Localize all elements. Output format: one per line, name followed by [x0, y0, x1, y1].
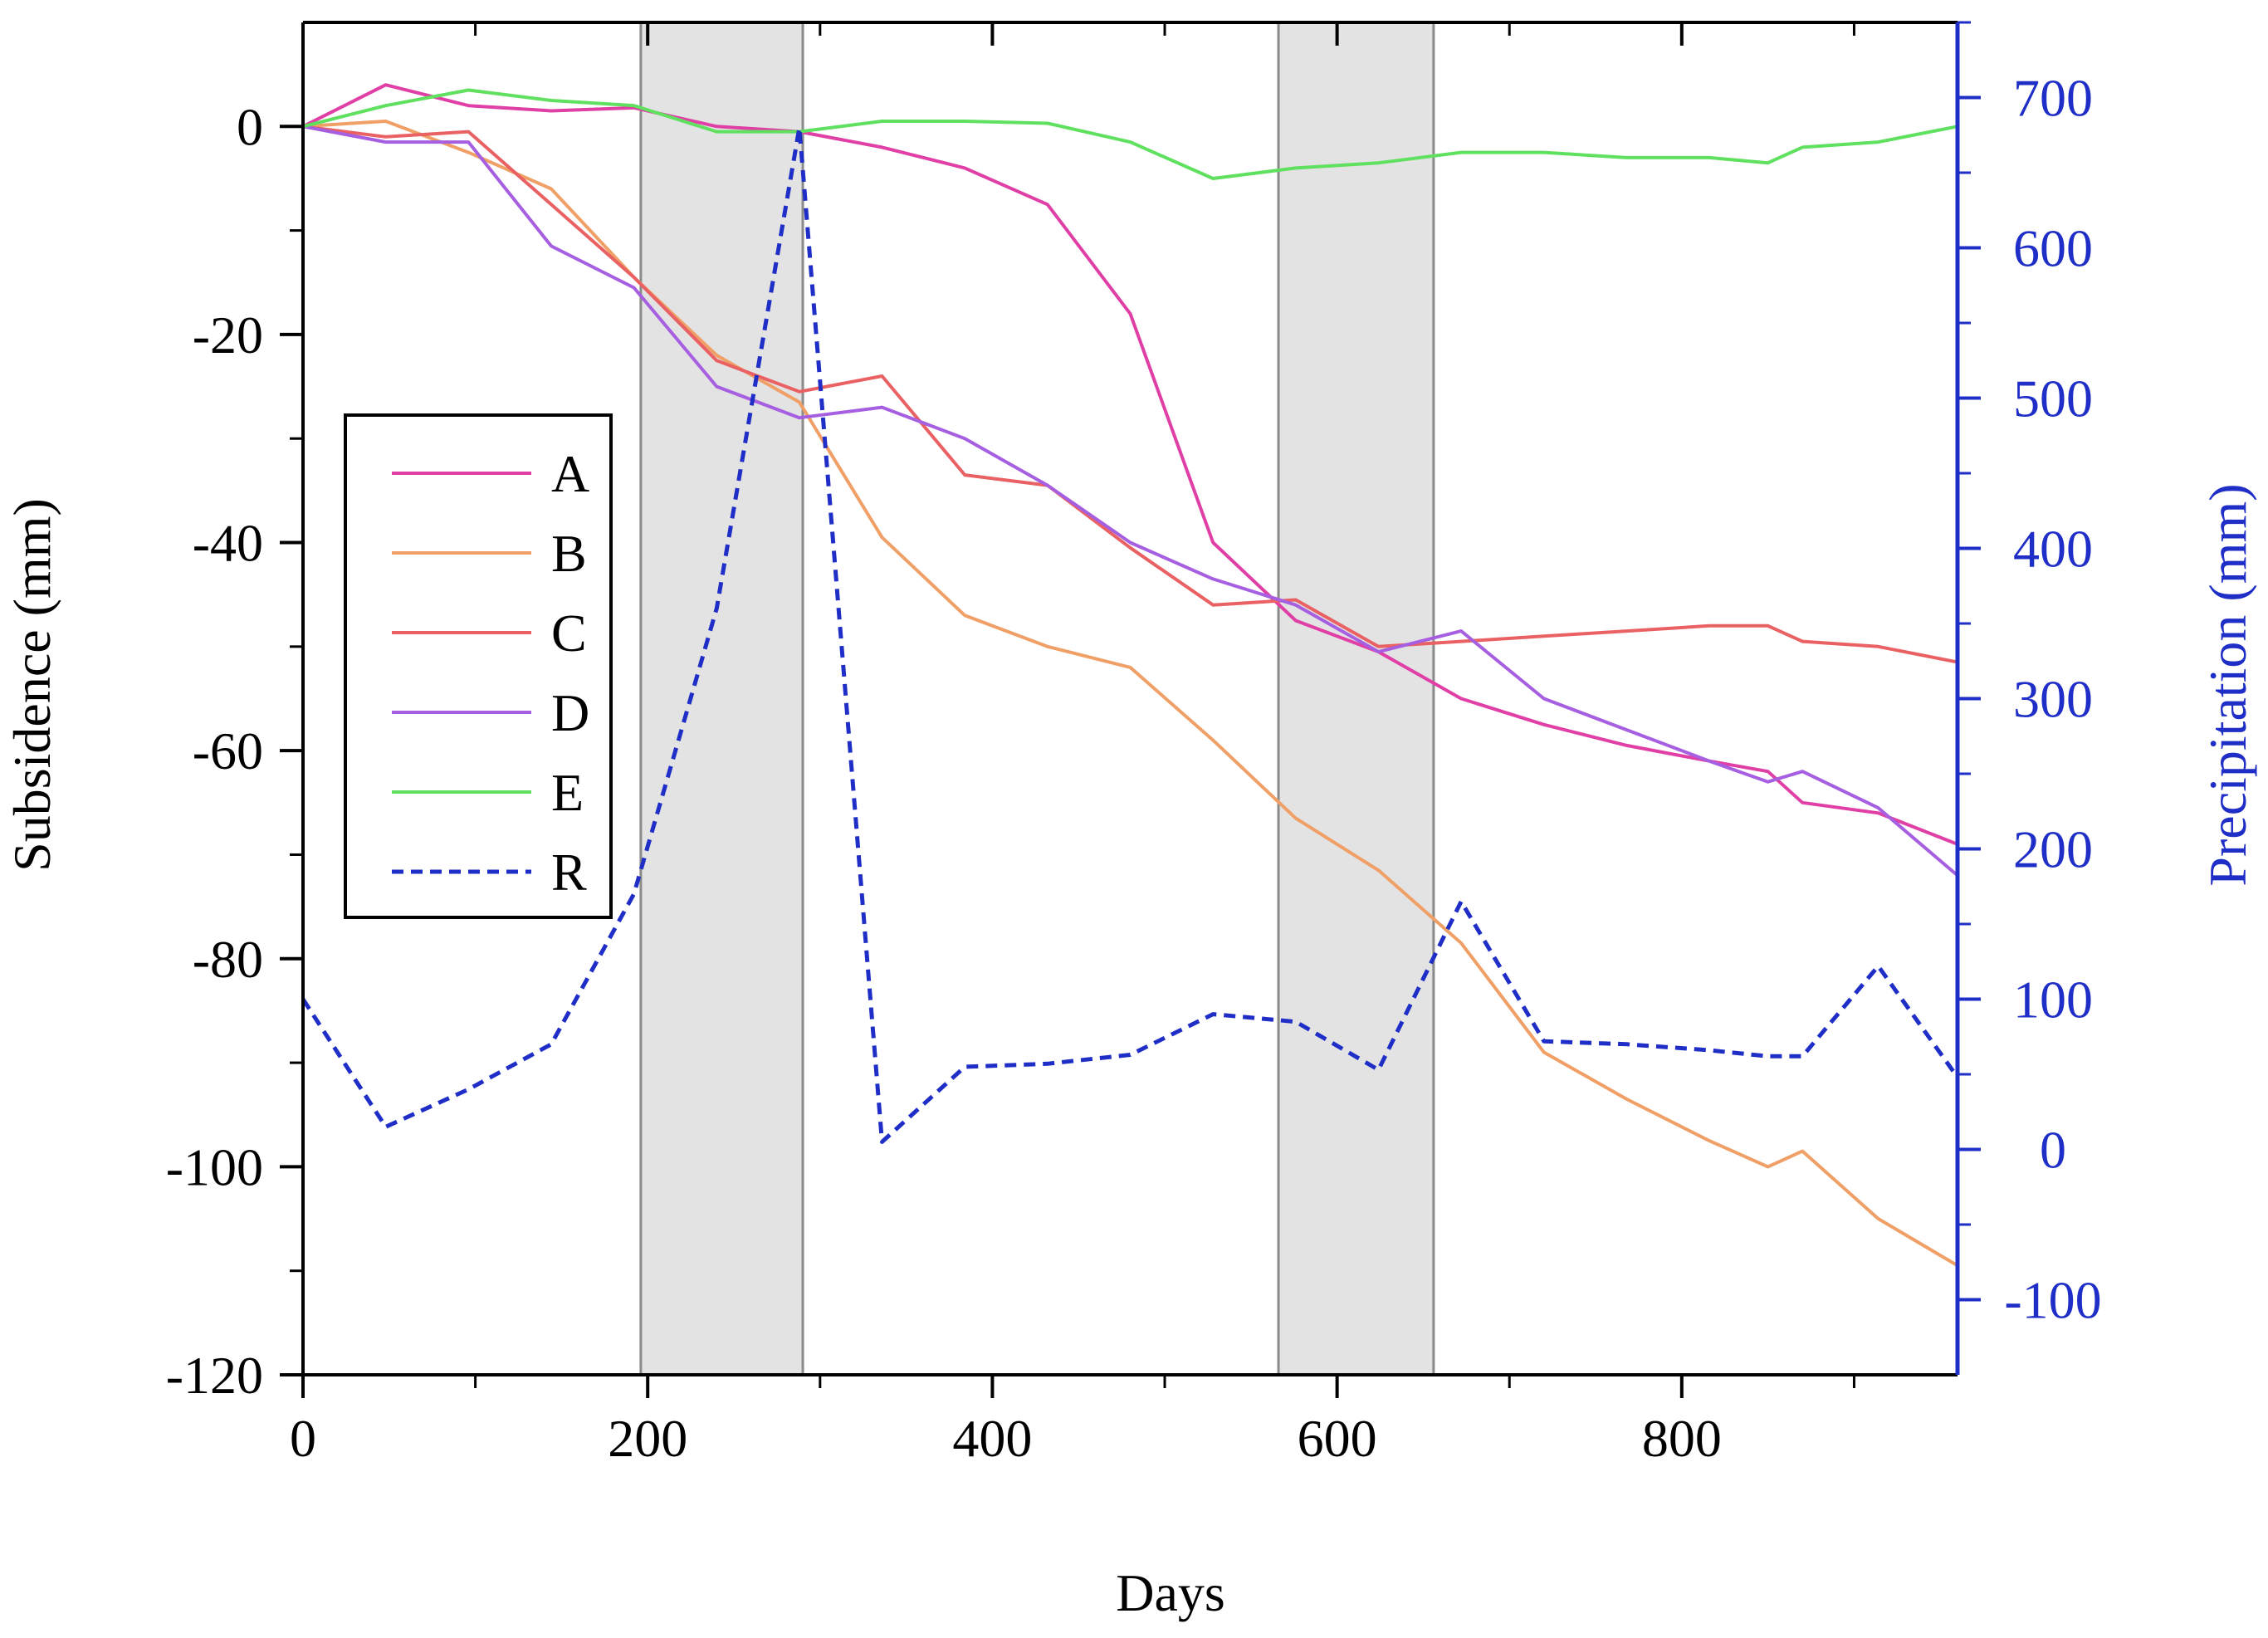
y-tick-label--20: -20 [193, 306, 263, 364]
legend-label-B: B [551, 524, 587, 583]
y2-tick-label-100: 100 [2013, 971, 2093, 1029]
y2-axis-title: Precipitation (mm) [2198, 483, 2257, 886]
y2-tick-label--100: -100 [2004, 1271, 2101, 1330]
series-line-R [301, 125, 1960, 1144]
y2-tick-label-0: 0 [2040, 1121, 2066, 1180]
axes: 0 200 400 600 800 0 -20 -40 -60 -80 -100 -120 700 600… [166, 21, 2102, 1468]
y2-tick-label-600: 600 [2013, 219, 2093, 278]
series-line-B [302, 120, 1959, 1268]
shaded-regions [639, 22, 1435, 1375]
y2-tick-label-400: 400 [2013, 520, 2093, 579]
legend-box [344, 413, 613, 919]
x-tick-label-200: 200 [608, 1409, 687, 1468]
y-tick-label--120: -120 [166, 1346, 263, 1405]
x-tick-label-400: 400 [952, 1409, 1032, 1468]
legend-label-R: R [551, 843, 587, 902]
legend-label-E: E [551, 763, 584, 822]
legend-label-D: D [551, 683, 589, 742]
shaded-region-1 [640, 22, 804, 1375]
y-tick-label--80: -80 [193, 930, 263, 989]
y-tick-label-0: 0 [237, 97, 263, 156]
legend-label-C: C [551, 604, 587, 663]
x-axis-title: Days [1116, 1563, 1225, 1622]
shaded-region-2 [1278, 22, 1434, 1375]
y-tick-label--40: -40 [193, 514, 263, 573]
series-line-D [302, 125, 1959, 878]
y2-tick-label-300: 300 [2013, 670, 2093, 729]
series-line-E [302, 88, 1958, 180]
y-tick-label--60: -60 [193, 721, 263, 780]
series-line-A [302, 83, 1958, 846]
series-lines [301, 83, 1960, 1268]
legend-label-A: A [551, 444, 589, 503]
x-tick-label-600: 600 [1298, 1409, 1377, 1468]
y-axis-title: Subsidence (mm) [2, 498, 61, 872]
x-tick-label-800: 800 [1642, 1409, 1722, 1468]
x-tick-label-0: 0 [290, 1409, 316, 1468]
y2-tick-label-200: 200 [2013, 820, 2093, 879]
y-tick-label--100: -100 [166, 1137, 263, 1196]
y2-tick-label-700: 700 [2013, 69, 2093, 128]
y2-tick-label-500: 500 [2013, 369, 2093, 428]
series-line-C [302, 125, 1958, 664]
